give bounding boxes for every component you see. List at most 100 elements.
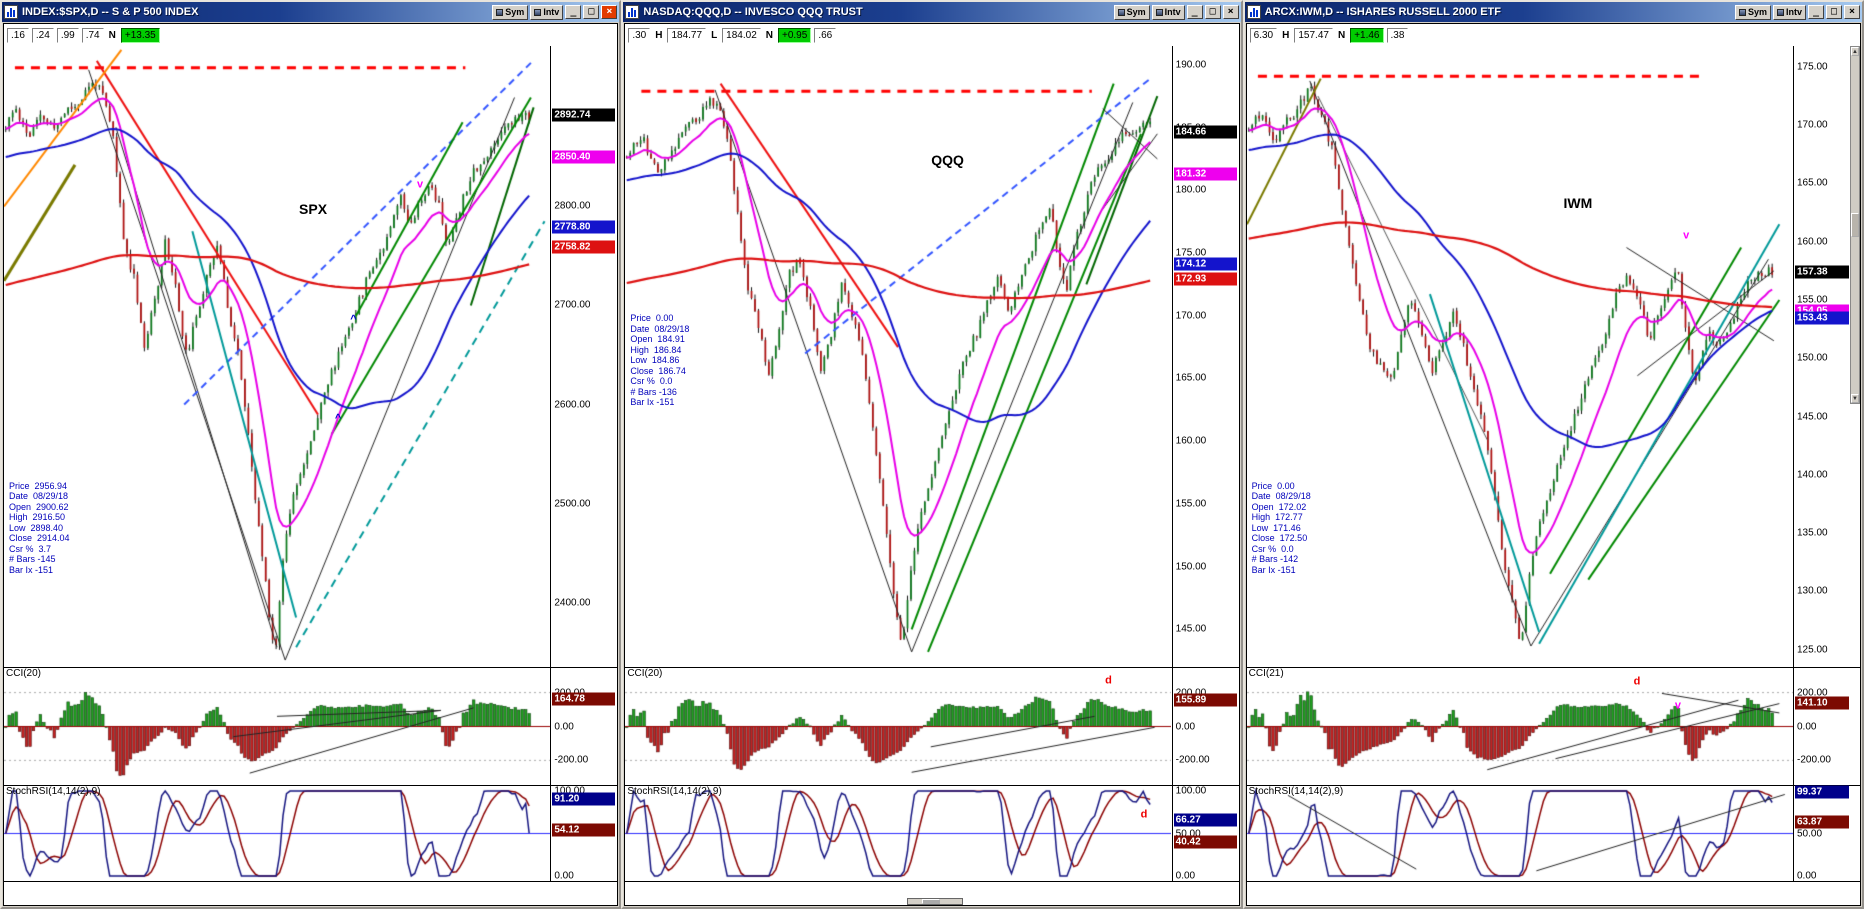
axis-tick-label: 2400.00	[554, 597, 591, 609]
axis-tick-label: 0.00	[554, 721, 574, 732]
chart-window-iwm: ARCX:IWM,D -- ISHARES RUSSELL 2000 ETF S…	[1242, 0, 1864, 909]
axis-tick-label: 155.00	[1796, 294, 1828, 306]
quote-field: .99	[56, 27, 79, 43]
cci-chart[interactable]: CCI(20) d	[625, 668, 1172, 785]
stochrsi-chart[interactable]: StochRSI(14,14(2),9)	[4, 786, 550, 881]
interval-button[interactable]: Intv	[1151, 4, 1185, 20]
chart-window-qqq: NASDAQ:QQQ,D -- INVESCO QQQ TRUST Sym In…	[621, 0, 1243, 909]
axis-tick-label: 155.00	[1175, 498, 1207, 510]
minimize-button[interactable]: _	[1807, 5, 1824, 19]
minimize-button[interactable]: _	[1186, 5, 1203, 19]
cursor-info-box: Price 2956.94 Date 08/29/18 Open 2900.62 Hi…	[9, 481, 70, 576]
chart-annotation: d	[1105, 674, 1112, 687]
cci-label: CCI(20)	[627, 668, 663, 679]
axis-tick-label: -200.00	[1796, 754, 1831, 766]
scroll-down-icon[interactable]: ▼	[1850, 394, 1859, 403]
chart-annotation: v	[416, 178, 424, 191]
axis-tick-label: 180.00	[1175, 184, 1207, 196]
cursor-info-line: # Bars -145	[9, 554, 56, 565]
quote-field: 184.02	[722, 27, 761, 43]
vertical-scrollbar[interactable]: ▲ ▼	[1849, 46, 1860, 404]
symbol-button[interactable]: Sym	[492, 4, 529, 20]
symbol-button-label: Sym	[505, 7, 525, 17]
cci-canvas	[4, 668, 550, 785]
price-tag: 40.42	[1173, 835, 1237, 849]
chart-body: .16.24.99.74 N +13.35 SPX Price 2956.94 Dat…	[3, 23, 619, 906]
price-chart[interactable]: SPX Price 2956.94 Date 08/29/18 Open 2900.…	[4, 46, 550, 667]
cursor-info-line: High 186.84	[630, 344, 682, 355]
window-titlebar[interactable]: INDEX:$SPX,D -- S & P 500 INDEX Sym Intv…	[2, 2, 620, 22]
axis-tick-label: -200.00	[554, 754, 589, 766]
cci-chart[interactable]: CCI(21) d v	[1246, 668, 1793, 785]
vertical-scrollbar-thumb[interactable]	[1850, 213, 1859, 237]
price-chart[interactable]: QQQ Price 0.00 Date 08/29/18 Open 184.91 Hi…	[625, 46, 1172, 667]
stochrsi-chart[interactable]: StochRSI(14,14(2),9) d	[625, 786, 1172, 881]
axis-tick-label: 190.00	[1175, 59, 1207, 71]
chart-annotation: d	[1140, 808, 1148, 821]
window-title: ARCX:IWM,D -- ISHARES RUSSELL 2000 ETF	[1264, 6, 1501, 18]
close-button[interactable]: ×	[1843, 5, 1860, 19]
cci-axis: 200.00 0.00 -200.00 155.89	[1171, 668, 1239, 785]
quote-field: H	[655, 29, 663, 41]
stochrsi-canvas	[1246, 786, 1793, 881]
horizontal-scrollbar-thumb[interactable]	[922, 899, 941, 904]
price-tag: 2892.74	[552, 108, 616, 122]
cursor-info-line: Price 0.00	[1251, 480, 1295, 491]
quote-field: N	[765, 29, 773, 41]
axis-tick-label: 50.00	[1175, 828, 1201, 839]
interval-button[interactable]: Intv	[1772, 4, 1806, 20]
cci-chart[interactable]: CCI(20)	[4, 668, 550, 785]
stochrsi-pane: StochRSI(14,14(2),9) 100.0050.000.0091.2…	[4, 785, 618, 881]
price-pane: QQQ Price 0.00 Date 08/29/18 Open 184.91 Hi…	[625, 46, 1239, 667]
chart-annotation: v	[1683, 229, 1690, 242]
cci-pane: CCI(20) d 200.00 0.00 -200.00 155.89	[625, 667, 1239, 785]
price-tag: 2758.82	[552, 240, 616, 254]
maximize-button[interactable]: □	[1204, 5, 1221, 19]
axis-tick-label: 0.00	[1796, 721, 1817, 732]
quote-field: .30	[628, 27, 651, 43]
axis-tick-label: 140.00	[1796, 469, 1828, 481]
price-tag: 141.10	[1794, 696, 1849, 710]
stochrsi-axis: 100.00 50.00 0.00 66.27 40.42	[1171, 786, 1239, 881]
stochrsi-chart[interactable]: StochRSI(14,14(2),9)	[1246, 786, 1793, 881]
axis-tick-label: 2500.00	[554, 498, 591, 510]
cursor-info-line: Low 2898.40	[9, 522, 64, 533]
close-button[interactable]: ×	[601, 5, 618, 19]
interval-button-label: Intv	[1164, 7, 1181, 17]
cursor-info-line: Date 08/29/18	[630, 323, 690, 334]
window-titlebar[interactable]: ARCX:IWM,D -- ISHARES RUSSELL 2000 ETF S…	[1244, 2, 1862, 22]
symbol-button[interactable]: Sym	[1734, 4, 1771, 20]
axis-tick-label: 165.00	[1796, 177, 1828, 189]
interval-button-label: Intv	[1785, 7, 1802, 17]
cursor-info-line: Low 184.86	[630, 355, 680, 366]
maximize-button[interactable]: □	[583, 5, 600, 19]
axis-tick-label: 200.00	[1796, 687, 1828, 699]
maximize-button[interactable]: □	[1825, 5, 1842, 19]
minimize-button[interactable]: _	[565, 5, 582, 19]
symbol-button[interactable]: Sym	[1113, 4, 1150, 20]
scroll-up-icon[interactable]: ▲	[1850, 47, 1859, 56]
close-button[interactable]: ×	[1222, 5, 1239, 19]
close-icon: ×	[1848, 6, 1855, 17]
price-chart[interactable]: IWM Price 0.00 Date 08/29/18 Open 172.02 Hi…	[1246, 46, 1793, 667]
symbol-watermark: QQQ	[931, 151, 964, 168]
interval-button[interactable]: Intv	[530, 4, 564, 20]
quote-field: 6.30	[1249, 27, 1278, 43]
window-titlebar[interactable]: NASDAQ:QQQ,D -- INVESCO QQQ TRUST Sym In…	[623, 2, 1241, 22]
interval-button-label: Intv	[543, 7, 560, 17]
minimize-icon: _	[570, 6, 577, 17]
price-tag: 2850.40	[552, 150, 616, 164]
minimize-icon: _	[1191, 6, 1198, 17]
cursor-info-line: Open 2900.62	[9, 501, 69, 512]
stochrsi-pane: StochRSI(14,14(2),9) 100.0050.000.0099.3…	[1246, 785, 1860, 881]
symbol-button-icon	[496, 8, 504, 16]
price-tag: 2778.80	[552, 220, 616, 234]
axis-tick-label: 200.00	[1176, 687, 1207, 698]
cci-label: CCI(20)	[6, 668, 42, 679]
cursor-info-line: High 2916.50	[9, 512, 66, 523]
horizontal-scrollbar[interactable]	[907, 898, 964, 905]
